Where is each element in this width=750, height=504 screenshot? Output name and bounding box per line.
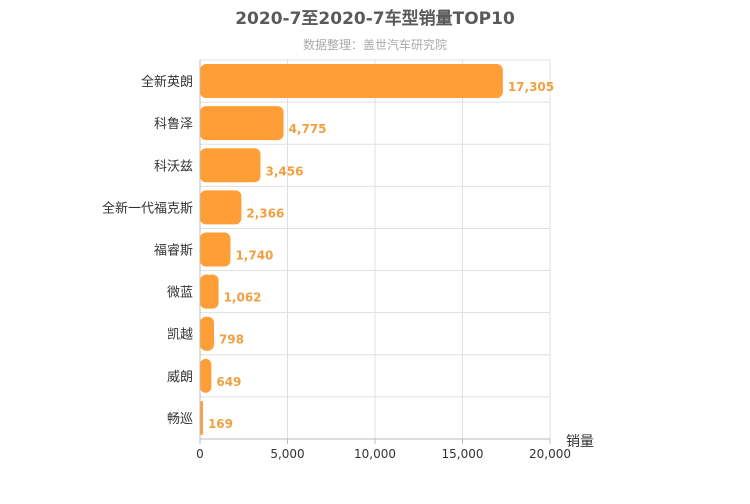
category-label: 微蓝 xyxy=(167,286,193,301)
data-label: 798 xyxy=(219,333,244,347)
x-tick-label: 15,000 xyxy=(442,447,484,461)
x-tick-label: 20,000 xyxy=(529,447,571,461)
bars xyxy=(200,64,503,435)
x-tick-label: 10,000 xyxy=(354,447,396,461)
x-tick-label: 0 xyxy=(196,447,204,461)
data-label: 649 xyxy=(216,375,241,389)
category-label: 科鲁泽 xyxy=(154,117,193,132)
bar xyxy=(200,358,212,393)
category-label: 凯越 xyxy=(167,328,193,343)
category-label: 福睿斯 xyxy=(154,244,193,259)
category-label: 全新一代福克斯 xyxy=(102,200,193,216)
category-label: 畅巡 xyxy=(167,412,193,427)
data-label: 1,740 xyxy=(235,249,273,263)
chart-subtitle: 数据整理：盖世汽车研究院 xyxy=(303,37,447,52)
bar xyxy=(200,232,231,267)
data-label: 4,775 xyxy=(289,122,327,136)
data-label: 17,305 xyxy=(508,80,554,94)
bar xyxy=(200,400,203,435)
data-label: 2,366 xyxy=(246,206,284,220)
bar xyxy=(200,148,261,183)
x-axis-ticks: 0 5,000 10,000 15,000 20,000 xyxy=(196,439,571,461)
data-labels: 17,305 4,775 3,456 2,366 1,740 1,062 798 649 169 xyxy=(208,80,554,431)
bar xyxy=(200,64,503,99)
bar xyxy=(200,316,214,351)
data-label: 169 xyxy=(208,417,233,431)
x-tick-label: 5,000 xyxy=(270,447,304,461)
category-label: 威朗 xyxy=(167,370,193,385)
category-label: 全新英朗 xyxy=(141,74,193,90)
chart-title: 2020-7至2020-7车型销量TOP10 xyxy=(235,8,515,29)
category-label: 科沃兹 xyxy=(154,159,193,174)
bar xyxy=(200,274,219,309)
bar xyxy=(200,106,284,141)
x-axis-title: 销量 xyxy=(566,434,594,450)
data-label: 1,062 xyxy=(224,291,262,305)
bar xyxy=(200,190,242,225)
data-label: 3,456 xyxy=(265,164,303,178)
